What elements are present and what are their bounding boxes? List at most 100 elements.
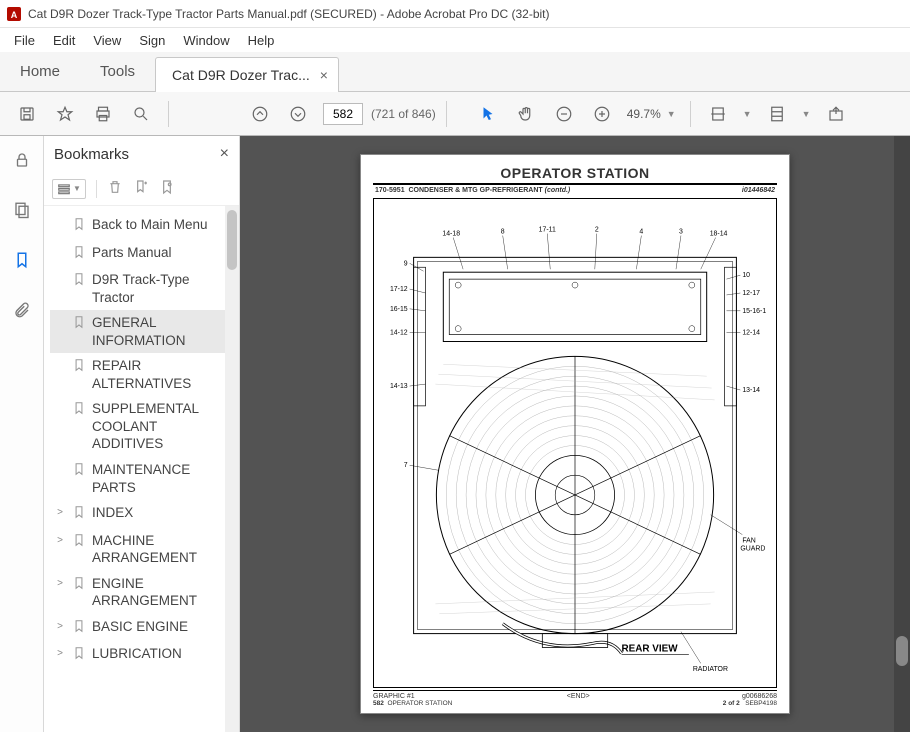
item-code: i01446842 (742, 187, 775, 194)
zoom-level[interactable]: 49.7% ▼ (623, 107, 680, 121)
zoom-in-icon[interactable] (585, 97, 619, 131)
bookmark-label: Back to Main Menu (92, 216, 231, 234)
close-panel-icon[interactable]: × (220, 145, 229, 163)
toolbar: (721 of 846) 49.7% ▼ ▼ ▼ (0, 92, 910, 136)
bookmark-icon (72, 575, 86, 595)
chevron-down-icon[interactable]: ▼ (798, 109, 815, 119)
bookmark-item[interactable]: D9R Track-Type Tractor (50, 267, 235, 310)
bookmark-icon (72, 532, 86, 552)
search-toolbar-icon[interactable] (124, 97, 158, 131)
share-icon[interactable] (819, 97, 853, 131)
fit-width-icon[interactable] (701, 97, 735, 131)
part-code: 170-5951 (375, 187, 405, 194)
bookmarks-scrollbar[interactable] (225, 206, 239, 732)
bookmarks-icon[interactable] (8, 246, 36, 274)
pdf-page: OPERATOR STATION 170-5951 CONDENSER & MT… (360, 154, 790, 714)
expand-chevron-icon[interactable]: > (54, 504, 66, 519)
new-bookmark-icon[interactable] (133, 179, 149, 198)
menu-window[interactable]: Window (175, 31, 237, 50)
pointer-icon[interactable] (471, 97, 505, 131)
bookmark-label: INDEX (92, 504, 231, 522)
bookmark-label: ENGINE ARRANGEMENT (92, 575, 231, 610)
window-title: Cat D9R Dozer Track-Type Tractor Parts M… (28, 7, 550, 21)
svg-text:4: 4 (639, 229, 643, 236)
bookmark-item[interactable]: REPAIR ALTERNATIVES (50, 353, 235, 396)
svg-text:RADIATOR: RADIATOR (693, 666, 728, 673)
panel-header: Bookmarks × (44, 136, 239, 172)
thumbnails-icon[interactable] (8, 196, 36, 224)
expand-chevron-icon[interactable]: > (54, 618, 66, 633)
chevron-down-icon[interactable]: ▼ (739, 109, 756, 119)
zoom-out-icon[interactable] (547, 97, 581, 131)
delete-bookmark-icon[interactable] (107, 179, 123, 198)
save-icon[interactable] (10, 97, 44, 131)
bookmark-item[interactable]: > INDEX (50, 500, 235, 528)
bookmark-icon (72, 461, 86, 481)
pdf-icon: A (6, 6, 22, 22)
page-graphic-footer: GRAPHIC #1 <END> g00686268 (373, 690, 777, 700)
tab-home[interactable]: Home (0, 52, 80, 91)
svg-text:FAN: FAN (742, 538, 755, 545)
doc-code: SEBP4198 (745, 700, 777, 707)
bookmark-item[interactable]: >MACHINE ARRANGEMENT (50, 528, 235, 571)
lock-icon[interactable] (8, 146, 36, 174)
bookmark-item[interactable]: Back to Main Menu (50, 212, 235, 240)
bookmark-item[interactable]: MAINTENANCE PARTS (50, 457, 235, 500)
expand-chevron-icon[interactable]: > (54, 645, 66, 660)
svg-text:14-12: 14-12 (390, 330, 408, 337)
tab-document[interactable]: Cat D9R Dozer Trac... × (155, 57, 339, 92)
bookmark-item[interactable]: SUPPLEMENTAL COOLANT ADDITIVES (50, 396, 235, 457)
bookmarks-list: Back to Main Menu Parts Manual D9R Track-T… (44, 206, 239, 732)
star-icon[interactable] (48, 97, 82, 131)
bookmark-item[interactable]: Parts Manual (50, 240, 235, 268)
expand-chevron-icon[interactable]: > (54, 575, 66, 590)
bookmark-item[interactable]: > ENGINE ARRANGEMENT (50, 571, 235, 614)
svg-text:17-12: 17-12 (390, 286, 408, 293)
bookmarks-scrollbar-thumb[interactable] (227, 210, 237, 270)
expand-chevron-icon[interactable]: > (54, 532, 66, 547)
page-subheader: 170-5951 CONDENSER & MTG GP-REFRIGERANT … (373, 185, 777, 198)
svg-text:12-17: 12-17 (742, 290, 760, 297)
bookmark-label: D9R Track-Type Tractor (92, 271, 231, 306)
tab-document-label: Cat D9R Dozer Trac... (172, 67, 310, 83)
menu-file[interactable]: File (6, 31, 43, 50)
svg-text:12-14: 12-14 (742, 330, 760, 337)
bookmark-item[interactable]: >BASIC ENGINE (50, 614, 235, 642)
close-tab-icon[interactable]: × (320, 67, 328, 83)
page-view-icon[interactable] (760, 97, 794, 131)
page-down-icon[interactable] (281, 97, 315, 131)
graphic-label: GRAPHIC #1 (373, 693, 415, 700)
document-scrollbar-thumb[interactable] (896, 636, 908, 666)
hand-icon[interactable] (509, 97, 543, 131)
panel-tools: ▼ (44, 172, 239, 206)
document-area[interactable]: OPERATOR STATION 170-5951 CONDENSER & MT… (240, 136, 910, 732)
page-number-input[interactable] (323, 103, 363, 125)
svg-text:14-18: 14-18 (442, 231, 460, 238)
bookmark-label: MAINTENANCE PARTS (92, 461, 231, 496)
tab-tools[interactable]: Tools (80, 52, 155, 91)
print-icon[interactable] (86, 97, 120, 131)
menu-edit[interactable]: Edit (45, 31, 83, 50)
bookmark-item[interactable]: > LUBRICATION (50, 641, 235, 669)
menu-help[interactable]: Help (240, 31, 283, 50)
expand-chevron-icon (54, 314, 66, 316)
svg-text:13-14: 13-14 (742, 387, 760, 394)
attachments-icon[interactable] (8, 296, 36, 324)
bookmark-icon (72, 244, 86, 264)
toolbar-separator (446, 101, 447, 127)
bookmark-options-icon[interactable]: ▼ (52, 179, 86, 199)
page-up-icon[interactable] (243, 97, 277, 131)
document-scrollbar[interactable] (894, 136, 910, 732)
bookmark-label: LUBRICATION (92, 645, 231, 663)
svg-text:7: 7 (404, 462, 408, 469)
find-bookmark-icon[interactable] (159, 179, 175, 198)
page-of: 2 of 2 (723, 700, 740, 707)
bookmark-item[interactable]: GENERAL INFORMATION (50, 310, 235, 353)
svg-text:16-15: 16-15 (390, 306, 408, 313)
expand-chevron-icon (54, 461, 66, 463)
technical-diagram: 14-18 8 17-11 2 4 3 18-14 9 17-12 16-15 … (373, 198, 777, 688)
bookmark-label: GENERAL INFORMATION (92, 314, 231, 349)
menu-sign[interactable]: Sign (131, 31, 173, 50)
bookmark-icon (72, 504, 86, 524)
menu-view[interactable]: View (85, 31, 129, 50)
